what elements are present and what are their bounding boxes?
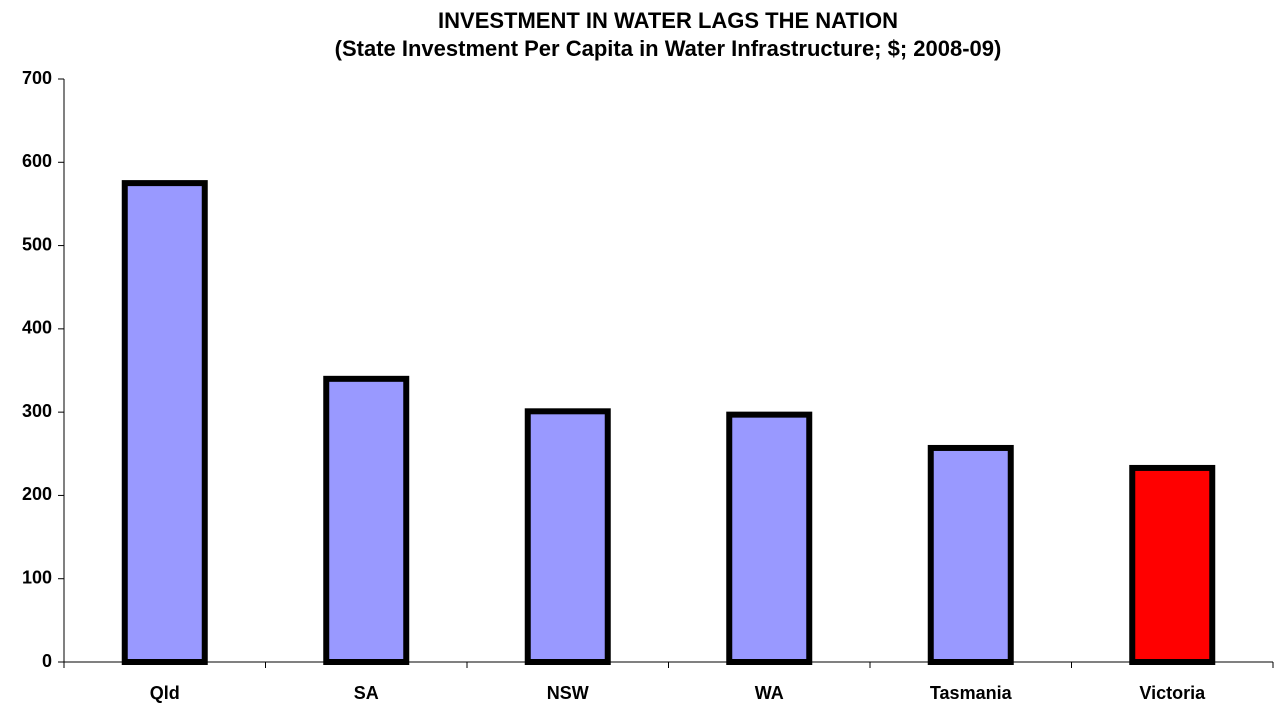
y-tick-label: 100: [22, 567, 52, 587]
y-tick-label: 600: [22, 151, 52, 171]
chart-title: INVESTMENT IN WATER LAGS THE NATION: [438, 8, 898, 33]
bar: [927, 444, 1014, 665]
bar: [121, 180, 208, 665]
x-tick-label: SA: [354, 683, 379, 703]
bar: [726, 411, 813, 665]
y-tick-label: 200: [22, 484, 52, 504]
y-tick-label: 500: [22, 234, 52, 254]
bar: [1129, 464, 1216, 665]
bar: [323, 375, 410, 665]
chart-subtitle: (State Investment Per Capita in Water In…: [335, 36, 1002, 61]
x-tick-label: NSW: [547, 683, 589, 703]
bar: [524, 408, 611, 665]
y-tick-label: 300: [22, 401, 52, 421]
x-tick-label: Qld: [150, 683, 180, 703]
x-tick-label: Tasmania: [930, 683, 1013, 703]
x-tick-label: Victoria: [1139, 683, 1206, 703]
x-tick-label: WA: [755, 683, 784, 703]
y-tick-label: 400: [22, 318, 52, 338]
y-tick-label: 700: [22, 68, 52, 88]
y-tick-label: 0: [42, 651, 52, 671]
